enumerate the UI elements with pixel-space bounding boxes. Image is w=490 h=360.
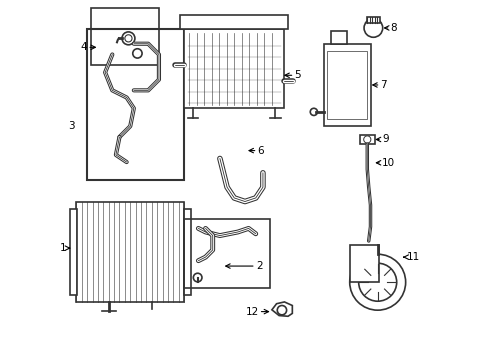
Bar [324, 44, 370, 126]
Bar [180, 15, 288, 30]
Text: 4: 4 [80, 42, 87, 52]
Circle shape [364, 19, 383, 37]
Text: 7: 7 [381, 80, 387, 90]
Bar [367, 17, 380, 23]
Bar [327, 51, 367, 119]
Text: 2: 2 [256, 261, 262, 271]
Text: 12: 12 [245, 307, 259, 316]
Bar [184, 30, 285, 108]
Bar [360, 135, 375, 144]
Text: 9: 9 [382, 135, 389, 144]
Bar [184, 220, 270, 288]
Text: 10: 10 [382, 158, 395, 168]
Circle shape [310, 108, 318, 116]
Circle shape [350, 254, 406, 310]
Circle shape [194, 273, 202, 282]
Bar [350, 244, 379, 282]
Text: 6: 6 [258, 145, 264, 156]
Circle shape [277, 306, 287, 315]
Bar [331, 31, 347, 44]
Circle shape [125, 35, 132, 42]
Circle shape [364, 136, 371, 143]
Bar [76, 202, 184, 302]
Text: 1: 1 [59, 243, 66, 253]
Text: 3: 3 [69, 121, 75, 131]
Circle shape [359, 263, 397, 301]
Bar [87, 30, 184, 180]
Bar [70, 209, 77, 295]
Polygon shape [272, 302, 293, 316]
Circle shape [122, 32, 135, 45]
Text: 5: 5 [294, 70, 301, 80]
Text: 11: 11 [407, 252, 420, 262]
Bar [91, 8, 159, 65]
Circle shape [133, 49, 142, 58]
Bar [184, 209, 191, 295]
Text: 8: 8 [391, 23, 397, 33]
